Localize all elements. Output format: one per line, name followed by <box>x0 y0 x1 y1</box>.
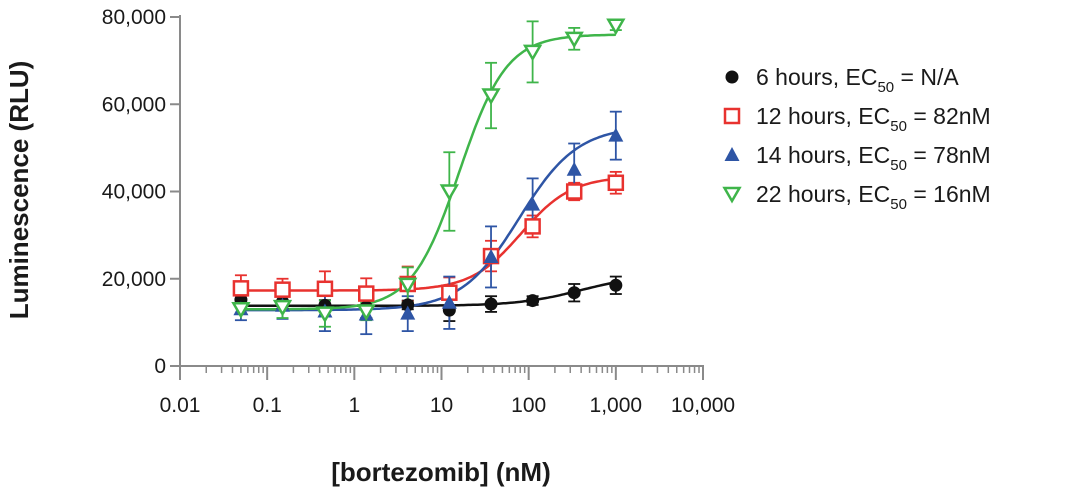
fit-curve <box>240 131 617 312</box>
data-point <box>565 183 583 200</box>
data-point <box>274 281 291 298</box>
data-point <box>483 248 499 263</box>
y-tick-label: 20,000 <box>102 268 166 291</box>
x-tick-label: 0.01 <box>160 394 201 417</box>
axes <box>170 15 704 380</box>
data-point <box>522 44 543 62</box>
data-point <box>606 18 626 36</box>
tick-labels: 0 20,000 40,000 60,000 80,000 0.01 0.1 1 10 100 1,… <box>102 6 735 417</box>
y-axis-title: Luminescence (RLU) <box>4 61 34 320</box>
fit-curves <box>240 33 617 312</box>
legend-marker <box>722 186 742 204</box>
x-tick-label: 1,000 <box>590 394 643 417</box>
legend-label: 12 hours, EC50 = 82nM <box>756 103 991 135</box>
data-point <box>316 280 334 298</box>
data-point <box>398 277 418 295</box>
data-point <box>524 218 541 235</box>
legend-marker <box>723 107 741 125</box>
legend-label: 22 hours, EC50 = 16nM <box>756 181 991 213</box>
data-point <box>526 294 540 308</box>
data-point <box>564 31 584 49</box>
data-point <box>566 161 582 176</box>
data-point <box>439 184 460 202</box>
data-point <box>484 297 498 311</box>
fit-curve <box>240 280 617 308</box>
data-point <box>232 280 250 297</box>
data-point <box>358 285 375 302</box>
data-point <box>441 294 457 309</box>
data-point <box>609 278 623 292</box>
data-point <box>481 88 501 106</box>
data-point <box>231 302 251 319</box>
data-markers <box>231 18 626 324</box>
x-axis-title: [bortezomib] (nM) <box>331 457 551 487</box>
y-tick-label: 60,000 <box>102 93 166 116</box>
x-tick-label: 10,000 <box>671 394 735 417</box>
legend-label: 14 hours, EC50 = 78nM <box>756 142 991 174</box>
legend-marker <box>725 70 739 84</box>
x-tick-label: 100 <box>511 394 546 417</box>
data-point <box>525 196 541 211</box>
data-point <box>401 298 415 312</box>
y-tick-label: 80,000 <box>102 6 166 29</box>
data-point <box>608 127 624 142</box>
data-point <box>567 286 581 300</box>
x-tick-label: 10 <box>430 394 453 417</box>
y-tick-label: 40,000 <box>102 181 166 204</box>
x-tick-label: 1 <box>348 394 360 417</box>
fit-curve <box>240 33 616 311</box>
data-point <box>315 306 335 324</box>
legend-marker <box>724 147 740 161</box>
x-tick-label: 0.1 <box>253 394 282 417</box>
fit-curve <box>240 177 616 292</box>
data-point <box>356 304 376 321</box>
data-point <box>272 299 293 317</box>
data-point <box>607 174 625 192</box>
legend: 6 hours, EC50 = N/A 12 hours, EC50 = 82nM… <box>722 64 991 213</box>
y-tick-label: 0 <box>154 355 166 378</box>
data-point <box>400 305 416 320</box>
legend-label: 6 hours, EC50 = N/A <box>756 64 959 96</box>
